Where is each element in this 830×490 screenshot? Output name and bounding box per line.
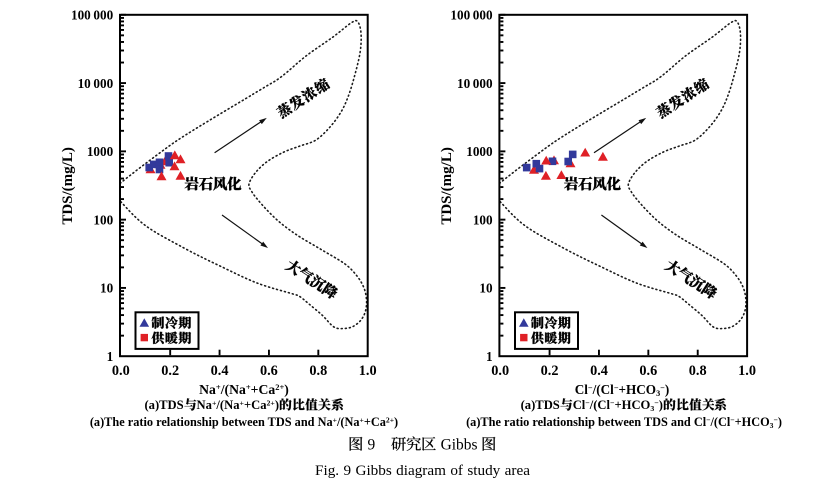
svg-text:100 000: 100 000 — [450, 8, 493, 23]
svg-text:10: 10 — [100, 281, 114, 296]
svg-text:100: 100 — [473, 212, 493, 227]
svg-text:0.8: 0.8 — [689, 363, 707, 379]
svg-text:TDS/(mg/L): TDS/(mg/L) — [60, 147, 76, 225]
svg-text:0.4: 0.4 — [590, 363, 608, 379]
svg-text:100 000: 100 000 — [71, 8, 114, 23]
svg-text:10: 10 — [479, 281, 493, 296]
svg-text:10 000: 10 000 — [457, 76, 493, 91]
svg-text:1.0: 1.0 — [359, 363, 377, 379]
svg-text:0.0: 0.0 — [491, 363, 509, 379]
svg-text:0.6: 0.6 — [260, 363, 278, 379]
svg-text:TDS/(mg/L): TDS/(mg/L) — [439, 147, 455, 225]
svg-text:10 000: 10 000 — [78, 76, 114, 91]
svg-text:0.2: 0.2 — [541, 363, 559, 379]
svg-text:100: 100 — [93, 212, 113, 227]
svg-text:0.6: 0.6 — [639, 363, 657, 379]
svg-text:1000: 1000 — [466, 144, 493, 159]
svg-text:1: 1 — [107, 349, 114, 364]
svg-text:0.8: 0.8 — [309, 363, 327, 379]
svg-text:0.2: 0.2 — [161, 363, 179, 379]
svg-text:1000: 1000 — [87, 144, 114, 159]
svg-text:0.0: 0.0 — [112, 363, 130, 379]
svg-text:1: 1 — [486, 349, 493, 364]
svg-text:0.4: 0.4 — [211, 363, 229, 379]
svg-text:1.0: 1.0 — [738, 363, 756, 379]
